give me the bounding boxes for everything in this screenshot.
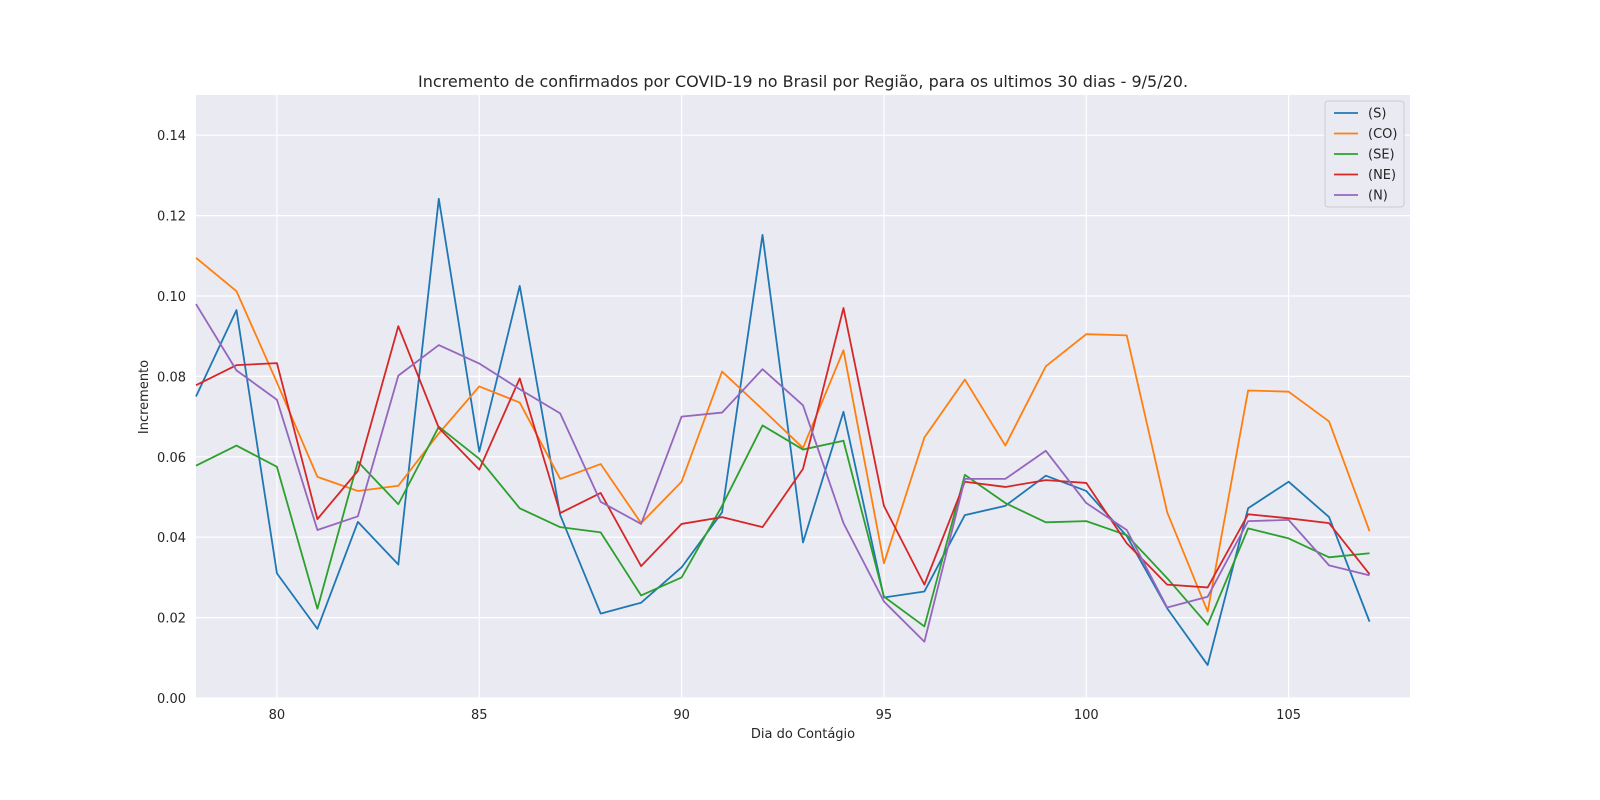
x-axis-label: Dia do Contágio — [751, 727, 855, 742]
legend-label: (NE) — [1368, 168, 1396, 183]
series-line-4 — [195, 303, 1370, 643]
y-tick-label: 0.02 — [157, 612, 186, 627]
x-tick-label: 90 — [673, 708, 690, 723]
series-line-3 — [195, 307, 1371, 589]
y-tick-label: 0.10 — [157, 290, 186, 305]
legend-label: (CO) — [1368, 127, 1397, 142]
x-tick-label: 95 — [876, 708, 893, 723]
series-line-0 — [195, 197, 1371, 666]
y-tick-label: 0.00 — [157, 692, 186, 707]
legend: (S) (CO) (SE) (NE) (N) — [1324, 100, 1405, 208]
legend-frame — [1324, 100, 1405, 208]
series-lines — [195, 197, 1371, 666]
y-axis-label: Incremento — [137, 360, 152, 434]
y-tick-label: 0.14 — [157, 129, 186, 144]
y-tick-label: 0.12 — [157, 210, 186, 225]
legend-label: (S) — [1368, 107, 1386, 122]
y-tick-label: 0.06 — [157, 451, 186, 466]
grid-lines — [196, 95, 1410, 699]
legend-label: (N) — [1368, 189, 1388, 204]
chart-title: Incremento de confirmados por COVID-19 n… — [418, 72, 1188, 91]
y-axis-ticks: 0.00 0.02 0.04 0.06 0.08 0.10 0.12 0.14 — [157, 129, 186, 707]
x-tick-label: 100 — [1074, 708, 1099, 723]
legend-label: (SE) — [1368, 148, 1395, 163]
x-tick-label: 85 — [471, 708, 488, 723]
x-tick-label: 80 — [269, 708, 286, 723]
y-tick-label: 0.04 — [157, 531, 186, 546]
series-line-1 — [195, 257, 1371, 613]
y-tick-label: 0.08 — [157, 370, 186, 385]
x-axis-ticks: 80 85 90 95 100 105 — [269, 708, 1301, 723]
x-tick-label: 105 — [1276, 708, 1301, 723]
